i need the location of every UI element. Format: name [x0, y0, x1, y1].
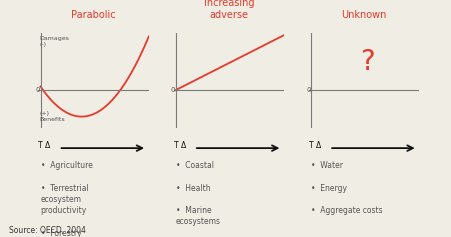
Text: •  Coastal: • Coastal [176, 161, 214, 170]
Text: •  Water: • Water [311, 161, 343, 170]
Text: •  Agriculture: • Agriculture [41, 161, 92, 170]
Text: •  Forestry: • Forestry [41, 229, 81, 237]
Text: •  Marine
ecosystems: • Marine ecosystems [176, 206, 221, 226]
Text: Source: OECD, 2004: Source: OECD, 2004 [9, 226, 86, 235]
Text: 0: 0 [171, 87, 175, 93]
Text: •  Health: • Health [176, 184, 211, 193]
Text: Damages
(-): Damages (-) [39, 36, 69, 47]
Text: T Δ: T Δ [174, 141, 186, 150]
Text: 0: 0 [306, 87, 311, 93]
Text: Unknown: Unknown [341, 10, 387, 20]
Text: T Δ: T Δ [38, 141, 51, 150]
Text: Increasing
adverse: Increasing adverse [204, 0, 254, 20]
Text: •  Terrestrial
ecosystem
productivity: • Terrestrial ecosystem productivity [41, 184, 88, 215]
Text: ?: ? [360, 48, 375, 76]
Text: 0: 0 [36, 87, 40, 93]
Text: •  Aggregate costs: • Aggregate costs [311, 206, 383, 215]
Text: T Δ: T Δ [309, 141, 321, 150]
Text: Parabolic: Parabolic [71, 10, 116, 20]
Text: •  Energy: • Energy [311, 184, 347, 193]
Text: (+)
Benefits: (+) Benefits [39, 111, 65, 122]
